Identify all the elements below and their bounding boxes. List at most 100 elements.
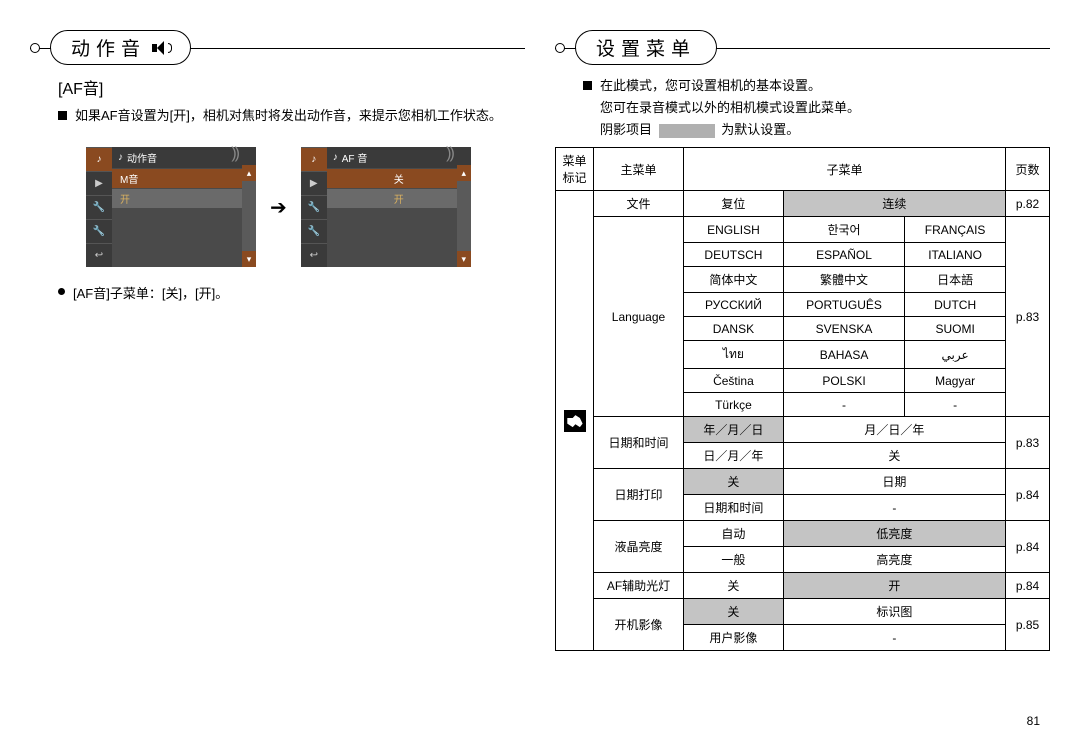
lang-cell: - bbox=[783, 393, 904, 417]
lang-cell: ESPAÑOL bbox=[783, 243, 904, 267]
left-header-title: 动作音 bbox=[71, 34, 146, 61]
shade-swatch bbox=[659, 124, 715, 138]
sub-continuous: 连续 bbox=[783, 191, 1005, 217]
lang-cell: DANSK bbox=[684, 317, 784, 341]
lang-cell: - bbox=[905, 393, 1006, 417]
sidebar-back-icon: ↩ bbox=[86, 243, 112, 267]
lang-cell: SVENSKA bbox=[783, 317, 904, 341]
lang-cell: 日本語 bbox=[905, 267, 1006, 293]
menu-icon-cell bbox=[556, 191, 594, 651]
sub-cell: 年／月／日 bbox=[684, 417, 784, 443]
intro-line2: 您可在录音模式以外的相机模式设置此菜单。 bbox=[600, 100, 860, 115]
sub-cell: 高亮度 bbox=[783, 547, 1005, 573]
table-header-row: 菜单标记 主菜单 子菜单 页数 bbox=[556, 148, 1050, 191]
screen2-title: AF 音 bbox=[342, 150, 368, 165]
sub-cell: 日／月／年 bbox=[684, 443, 784, 469]
sub-cell: - bbox=[783, 495, 1005, 521]
camera-screen-2: ♪ ▶ 🔧 🔧 ↩ )) ♪AF 音 关 开 ▴▾ bbox=[301, 147, 471, 267]
sidebar-play-icon: ▶ bbox=[301, 171, 327, 195]
th-sub: 子菜单 bbox=[684, 148, 1006, 191]
page-lcd: p.84 bbox=[1006, 521, 1050, 573]
sub-cell: 关 bbox=[783, 443, 1005, 469]
th-page: 页数 bbox=[1006, 148, 1050, 191]
wrench-icon bbox=[566, 414, 584, 428]
table-row: 文件 复位 连续 p.82 bbox=[556, 191, 1050, 217]
th-main: 主菜单 bbox=[594, 148, 684, 191]
sub-cell: 月／日／年 bbox=[783, 417, 1005, 443]
af-submenu-note: [AF音]子菜单：[关]，[开]。 bbox=[58, 283, 525, 302]
screen1-title: 动作音 bbox=[127, 150, 157, 165]
settings-menu-table: 菜单标记 主菜单 子菜单 页数 文件 复位 连续 p.82 Language bbox=[555, 147, 1050, 651]
sidebar-play-icon: ▶ bbox=[86, 171, 112, 195]
camera-screens-row: ♪ ▶ 🔧 🔧 ↩ )) ♪动作音 M音 开 ▴▾ ➔ ♪ bbox=[86, 147, 525, 267]
main-aflamp: AF辅助光灯 bbox=[594, 573, 684, 599]
lang-cell: PORTUGUÊS bbox=[783, 293, 904, 317]
lang-cell: Čeština bbox=[684, 369, 784, 393]
main-dateprint: 日期打印 bbox=[594, 469, 684, 521]
main-lcd: 液晶亮度 bbox=[594, 521, 684, 573]
lang-cell: FRANÇAIS bbox=[905, 217, 1006, 243]
sub-cell: 用户影像 bbox=[684, 625, 784, 651]
lang-cell: عربي bbox=[905, 341, 1006, 369]
lang-cell: 繁體中文 bbox=[783, 267, 904, 293]
sub-cell: 一般 bbox=[684, 547, 784, 573]
page-language: p.83 bbox=[1006, 217, 1050, 417]
lang-cell: ITALIANO bbox=[905, 243, 1006, 267]
page-file: p.82 bbox=[1006, 191, 1050, 217]
af-description-text: 如果AF音设置为[开]，相机对焦时将发出动作音，来提示您相机工作状态。 bbox=[75, 105, 525, 127]
lang-cell: DEUTSCH bbox=[684, 243, 784, 267]
intro-line1: 在此模式，您可设置相机的基本设置。 bbox=[600, 78, 821, 93]
th-icon: 菜单标记 bbox=[556, 148, 594, 191]
lang-cell: DUTCH bbox=[905, 293, 1006, 317]
sub-cell: 开 bbox=[783, 573, 1005, 599]
main-datetime: 日期和时间 bbox=[594, 417, 684, 469]
lang-cell: РУССКИЙ bbox=[684, 293, 784, 317]
sidebar-back-icon: ↩ bbox=[301, 243, 327, 267]
sub-cell: 日期和时间 bbox=[684, 495, 784, 521]
af-description: 如果AF音设置为[开]，相机对焦时将发出动作音，来提示您相机工作状态。 bbox=[58, 105, 525, 127]
lang-cell: Magyar bbox=[905, 369, 1006, 393]
sidebar-wrench2-icon: 🔧 bbox=[86, 219, 112, 243]
sub-cell: 日期 bbox=[783, 469, 1005, 495]
page-aflamp: p.84 bbox=[1006, 573, 1050, 599]
sub-reset: 复位 bbox=[684, 191, 784, 217]
main-startimg: 开机影像 bbox=[594, 599, 684, 651]
lang-cell: ENGLISH bbox=[684, 217, 784, 243]
sidebar-sound-icon: ♪ bbox=[301, 147, 327, 171]
main-file: 文件 bbox=[594, 191, 684, 217]
sidebar-wrench-icon: 🔧 bbox=[301, 195, 327, 219]
speaker-icon bbox=[152, 41, 170, 55]
screen2-row0: 关 bbox=[327, 169, 471, 188]
right-header-title: 设置菜单 bbox=[596, 34, 696, 61]
lang-cell: 한국어 bbox=[783, 217, 904, 243]
lang-cell: ไทย bbox=[684, 341, 784, 369]
lang-cell: BAHASA bbox=[783, 341, 904, 369]
page-startimg: p.85 bbox=[1006, 599, 1050, 651]
af-submenu-text: [AF音]子菜单：[关]，[开]。 bbox=[73, 283, 228, 302]
intro-line3-post: 为默认设置。 bbox=[721, 122, 799, 137]
main-language: Language bbox=[594, 217, 684, 417]
page-datetime: p.83 bbox=[1006, 417, 1050, 469]
sidebar-sound-icon: ♪ bbox=[86, 147, 112, 171]
screen1-row1: 开 bbox=[112, 189, 256, 208]
lang-cell: Türkçe bbox=[684, 393, 784, 417]
sub-cell: 低亮度 bbox=[783, 521, 1005, 547]
sidebar-wrench-icon: 🔧 bbox=[86, 195, 112, 219]
sub-cell: 关 bbox=[684, 599, 784, 625]
sub-cell: 自动 bbox=[684, 521, 784, 547]
right-section-header: 设置菜单 bbox=[555, 30, 1050, 65]
sub-cell: - bbox=[783, 625, 1005, 651]
intro-line3-pre: 阴影项目 bbox=[600, 122, 652, 137]
screen2-row1: 开 bbox=[327, 189, 471, 208]
lang-cell: SUOMI bbox=[905, 317, 1006, 341]
sub-cell: 关 bbox=[684, 573, 784, 599]
screen1-row0: M音 bbox=[112, 169, 256, 188]
right-intro: 在此模式，您可设置相机的基本设置。 您可在录音模式以外的相机模式设置此菜单。 阴… bbox=[583, 75, 1050, 141]
af-subsection-title: [AF音] bbox=[58, 75, 525, 99]
page-number: 81 bbox=[1027, 714, 1040, 728]
sub-cell: 标识图 bbox=[783, 599, 1005, 625]
sub-cell: 关 bbox=[684, 469, 784, 495]
page-dateprint: p.84 bbox=[1006, 469, 1050, 521]
camera-screen-1: ♪ ▶ 🔧 🔧 ↩ )) ♪动作音 M音 开 ▴▾ bbox=[86, 147, 256, 267]
lang-cell: POLSKI bbox=[783, 369, 904, 393]
